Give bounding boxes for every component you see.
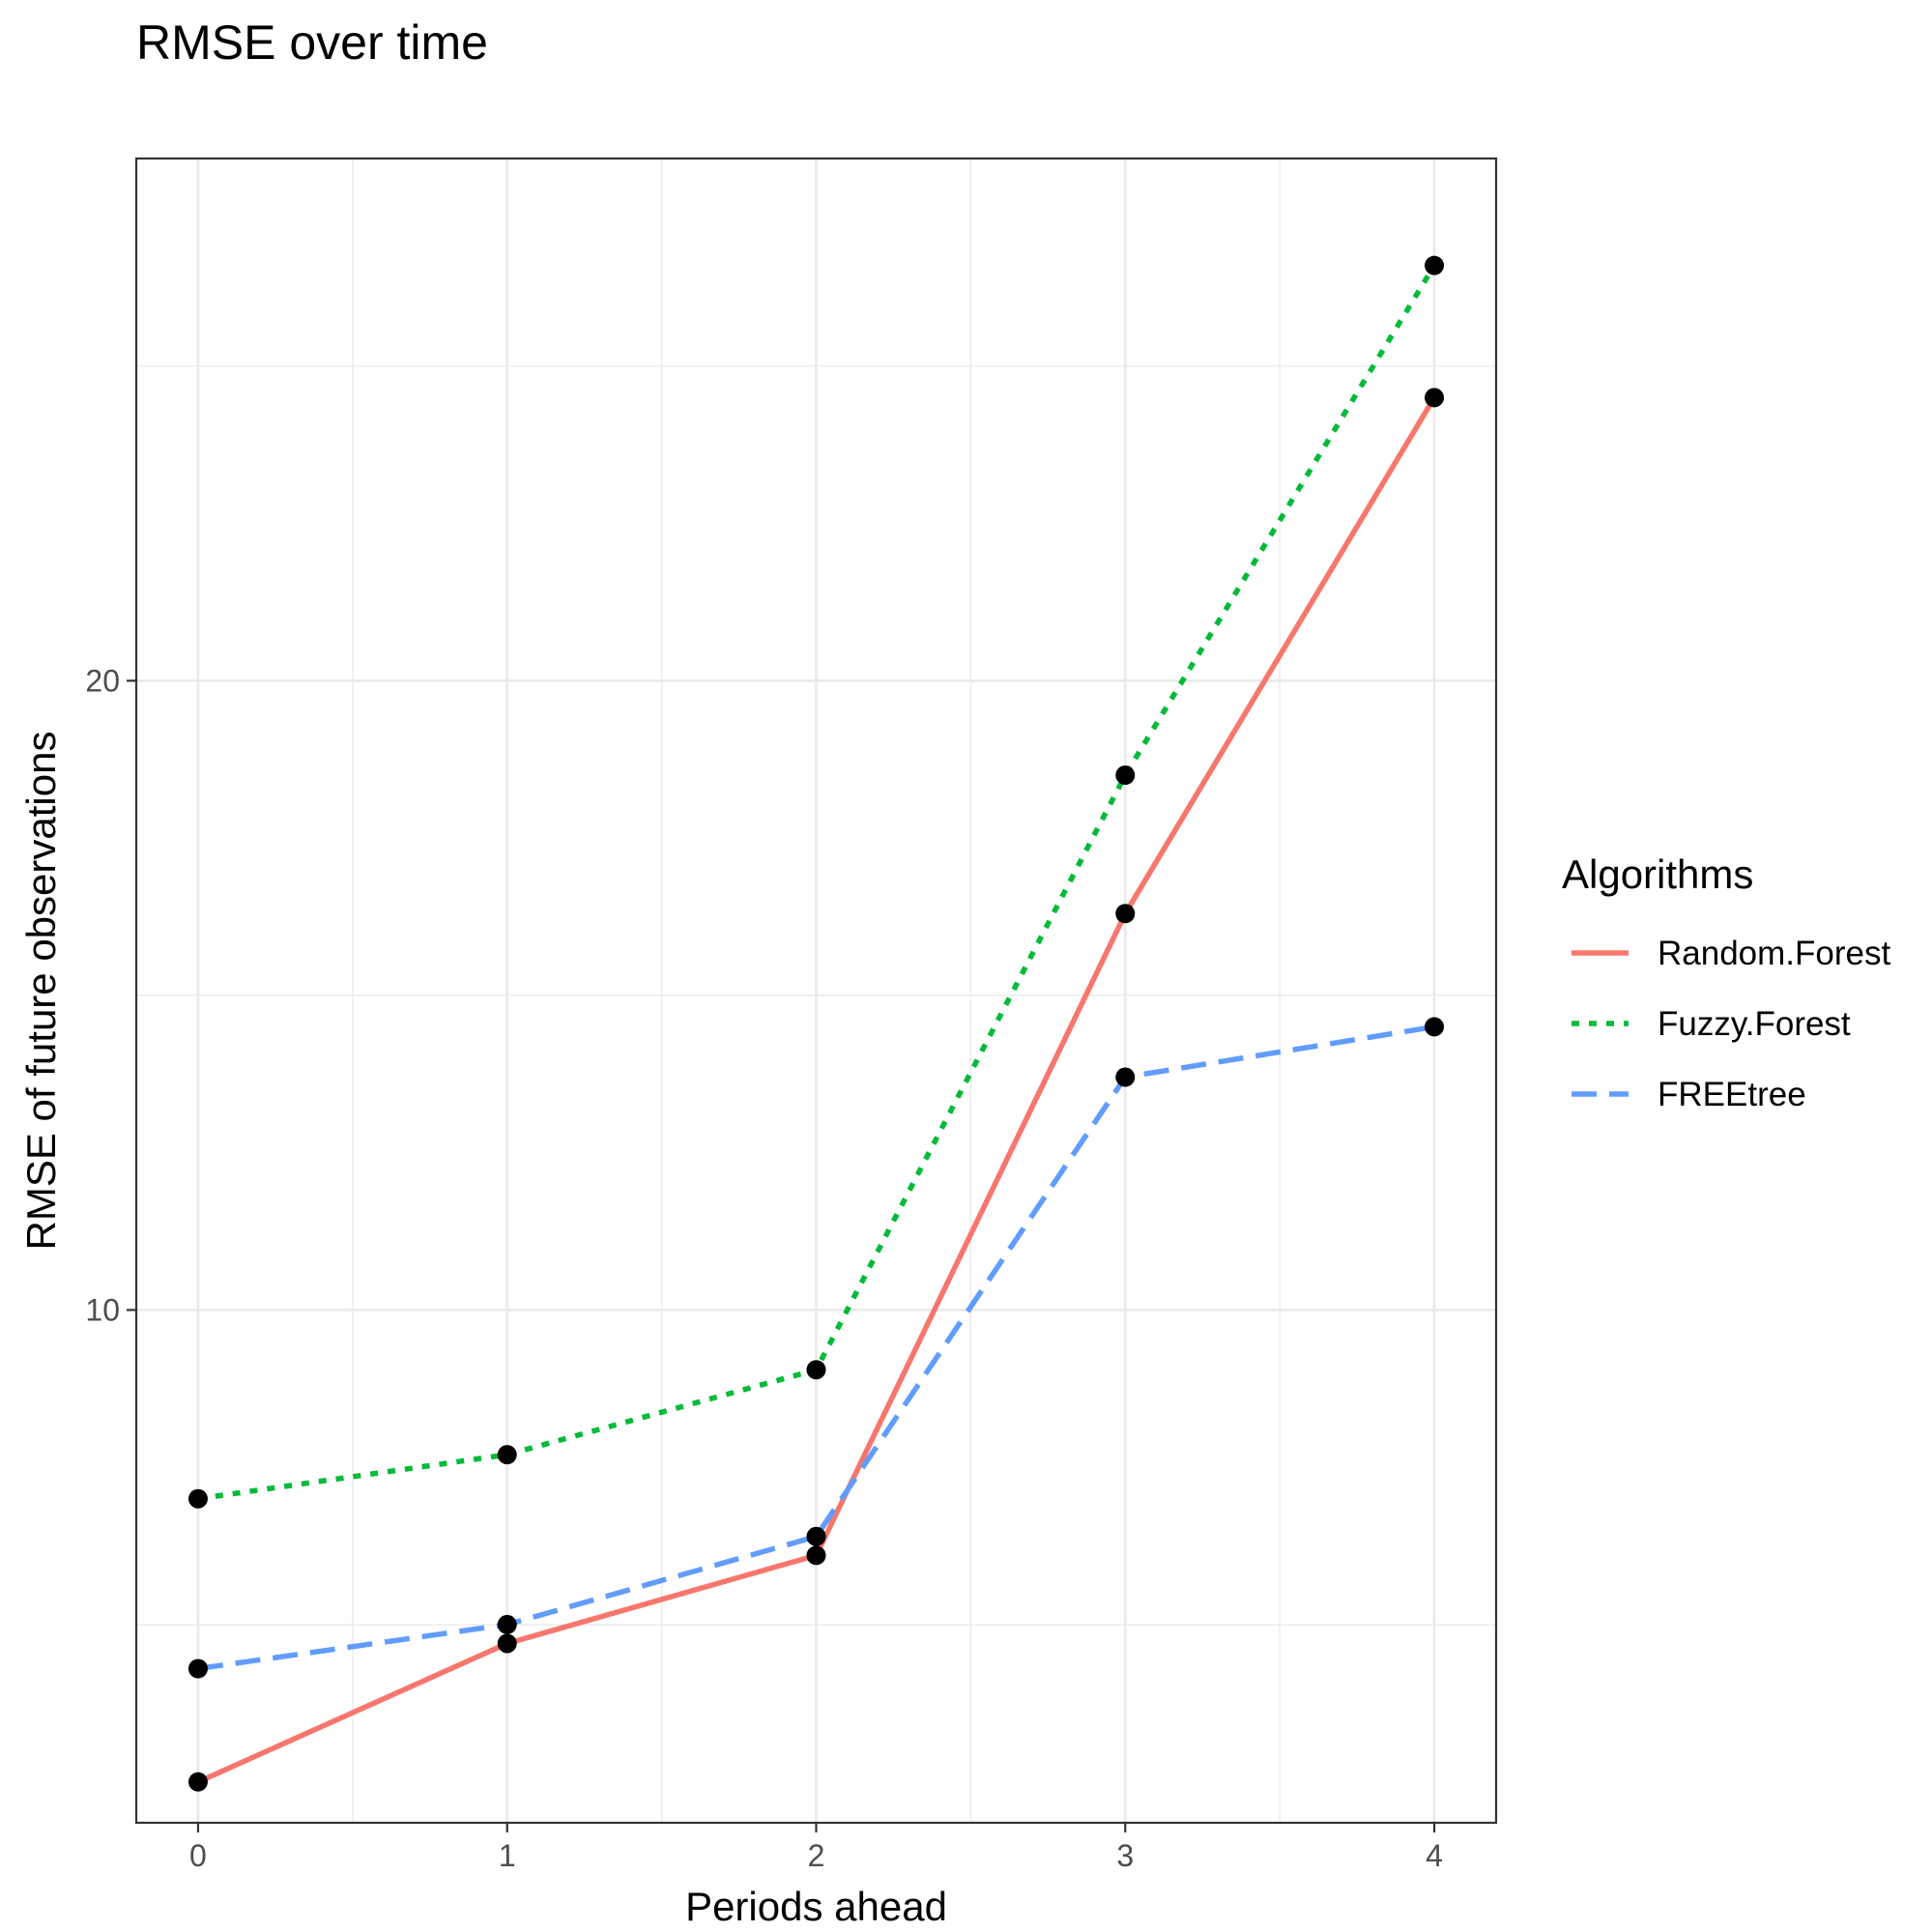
- chart-title: RMSE over time: [136, 15, 488, 70]
- legend-label: Random.Forest: [1658, 935, 1890, 972]
- legend: Algorithms Random.Forest Fuzzy.Forest FREE…: [1562, 851, 1890, 1113]
- data-point: [1115, 904, 1136, 924]
- y-tick-label: 20: [85, 663, 120, 698]
- x-tick-label: 4: [1426, 1838, 1443, 1873]
- legend-label: Fuzzy.Forest: [1658, 1005, 1851, 1043]
- x-axis-title: Periods ahead: [685, 1884, 947, 1929]
- x-tick-label: 3: [1116, 1838, 1134, 1873]
- data-point: [497, 1445, 517, 1465]
- data-point: [1115, 1067, 1136, 1087]
- plot-grid: [136, 159, 1496, 1823]
- x-axis: 0 1 2 3 4: [189, 1823, 1443, 1873]
- data-point: [187, 1658, 208, 1679]
- legend-title: Algorithms: [1562, 851, 1753, 897]
- data-point: [497, 1614, 517, 1634]
- data-point: [497, 1633, 517, 1654]
- data-point: [1425, 255, 1445, 275]
- data-point: [187, 1488, 208, 1509]
- data-point: [806, 1545, 826, 1566]
- y-axis-title: RMSE of future observations: [18, 732, 64, 1251]
- data-point: [1425, 388, 1445, 408]
- x-tick-label: 2: [808, 1838, 825, 1873]
- y-axis: 10 20: [85, 663, 136, 1327]
- legend-label: FREEtree: [1658, 1076, 1806, 1113]
- data-point: [187, 1772, 208, 1792]
- x-tick-label: 0: [189, 1838, 207, 1873]
- y-tick-label: 10: [85, 1292, 120, 1327]
- data-point: [806, 1360, 826, 1380]
- data-point: [1425, 1017, 1445, 1037]
- data-point: [1115, 765, 1136, 786]
- data-point: [806, 1526, 826, 1546]
- series-line-freetree: [197, 1024, 1435, 1672]
- series-points: [187, 255, 1445, 1792]
- x-tick-label: 1: [499, 1838, 516, 1873]
